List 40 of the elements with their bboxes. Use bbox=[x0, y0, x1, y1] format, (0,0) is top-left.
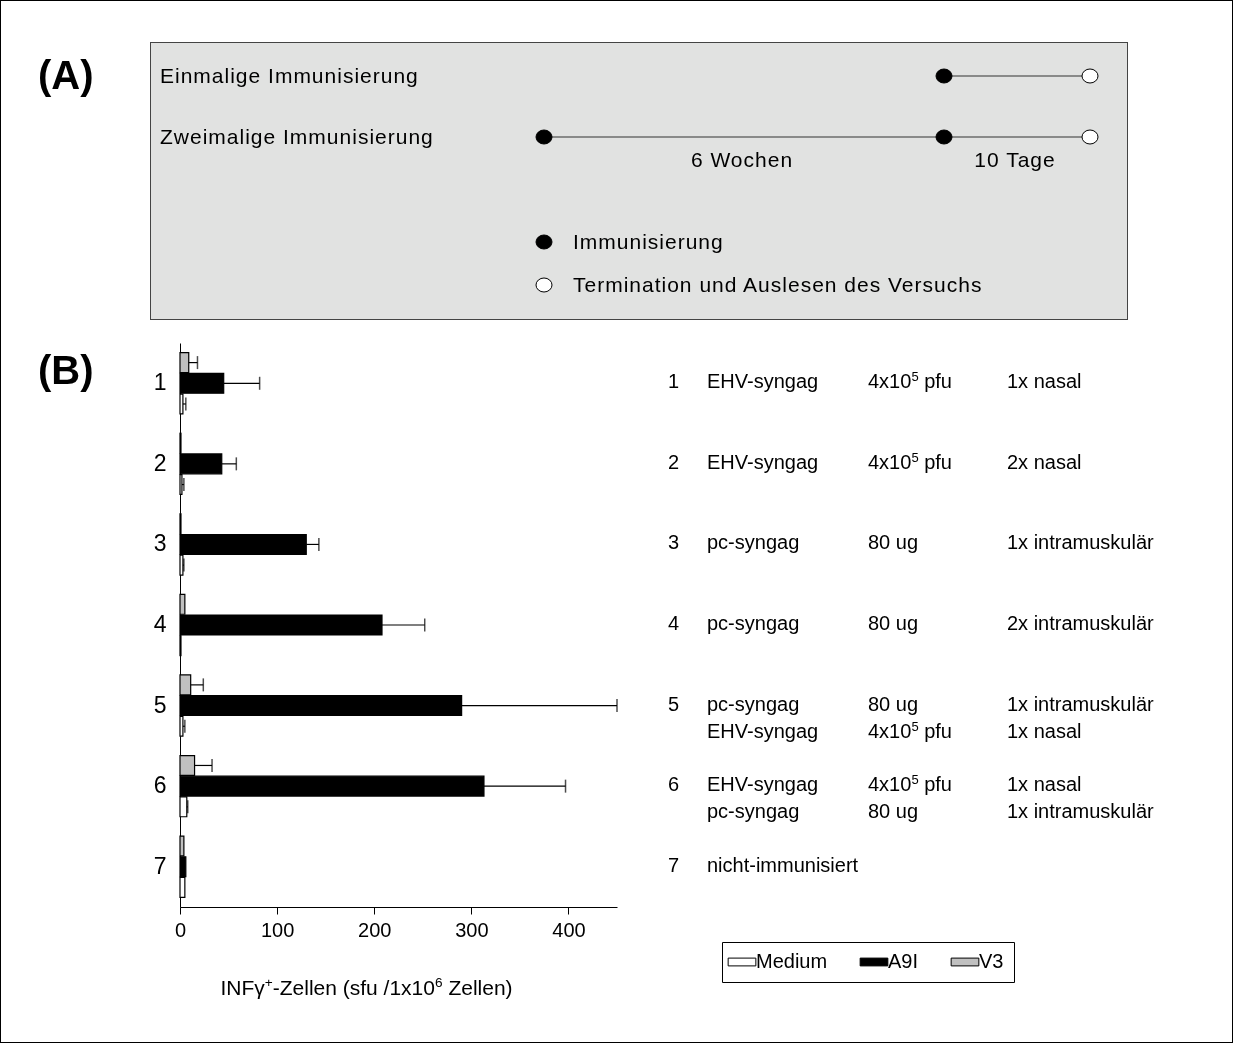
y-tick-label: 2 bbox=[668, 450, 680, 474]
text: (B) bbox=[38, 347, 94, 393]
text: pc-syngag 80 ug 1x intramuskulär bbox=[707, 530, 1154, 553]
x-tick-label: 100 bbox=[260, 918, 295, 941]
text: 10 Tage bbox=[974, 148, 1056, 172]
category-label: 3 bbox=[153, 530, 167, 557]
legend-label: A9I bbox=[888, 950, 919, 972]
x-tick-label: 0 bbox=[174, 918, 187, 941]
x-tick-label: 200 bbox=[358, 918, 392, 941]
text: EHV-syngag 4x10$^{5}$ pfu 1x nasal bbox=[707, 718, 1082, 742]
text: (A) bbox=[38, 52, 94, 98]
category-label: 1 bbox=[153, 369, 167, 396]
y-tick-label: 4 bbox=[668, 611, 680, 635]
legend-label: V3 bbox=[979, 950, 1004, 972]
text: pc-syngag 80 ug 1x intramuskulär bbox=[707, 692, 1154, 715]
category-label: 2 bbox=[153, 449, 167, 476]
text: EHV-syngag 4x10$^{5}$ pfu 2x nasal bbox=[707, 449, 1082, 474]
text: pc-syngag 80 ug 2x intramuskulär bbox=[707, 611, 1154, 634]
x-axis-title: INFγ$^{+}$-Zellen (sfu /1x10$^{6}$ Zellen) bbox=[220, 974, 513, 1000]
x-tick-label: 400 bbox=[552, 918, 586, 941]
category-label: 4 bbox=[153, 611, 167, 637]
category-label: 7 bbox=[153, 852, 167, 879]
text: pc-syngag 80 ug 1x intramuskulär bbox=[707, 799, 1154, 822]
legend-label: Medium bbox=[756, 950, 828, 972]
y-tick-label: 1 bbox=[668, 369, 680, 393]
text: EHV-syngag 4x10$^{5}$ pfu 1x nasal bbox=[707, 771, 1082, 796]
x-tick-label: 300 bbox=[455, 918, 489, 941]
text: Termination und Auslesen des Versuchs bbox=[573, 273, 983, 297]
text: Zweimalige Immunisierung bbox=[160, 125, 434, 149]
text: Einmalige Immunisierung bbox=[160, 64, 419, 88]
text: EHV-syngag 4x10$^{5}$ pfu 1x nasal bbox=[707, 368, 1082, 393]
text: Immunisierung bbox=[573, 230, 724, 254]
text: 6 Wochen bbox=[690, 148, 794, 172]
category-label: 5 bbox=[153, 691, 167, 718]
y-tick-label: 5 bbox=[668, 692, 680, 716]
y-tick-label: 3 bbox=[668, 530, 680, 554]
y-tick-label: 7 bbox=[668, 853, 680, 877]
category-label: 6 bbox=[153, 772, 167, 799]
y-tick-label: 6 bbox=[668, 772, 680, 796]
text: nicht-immunisiert bbox=[707, 853, 859, 876]
